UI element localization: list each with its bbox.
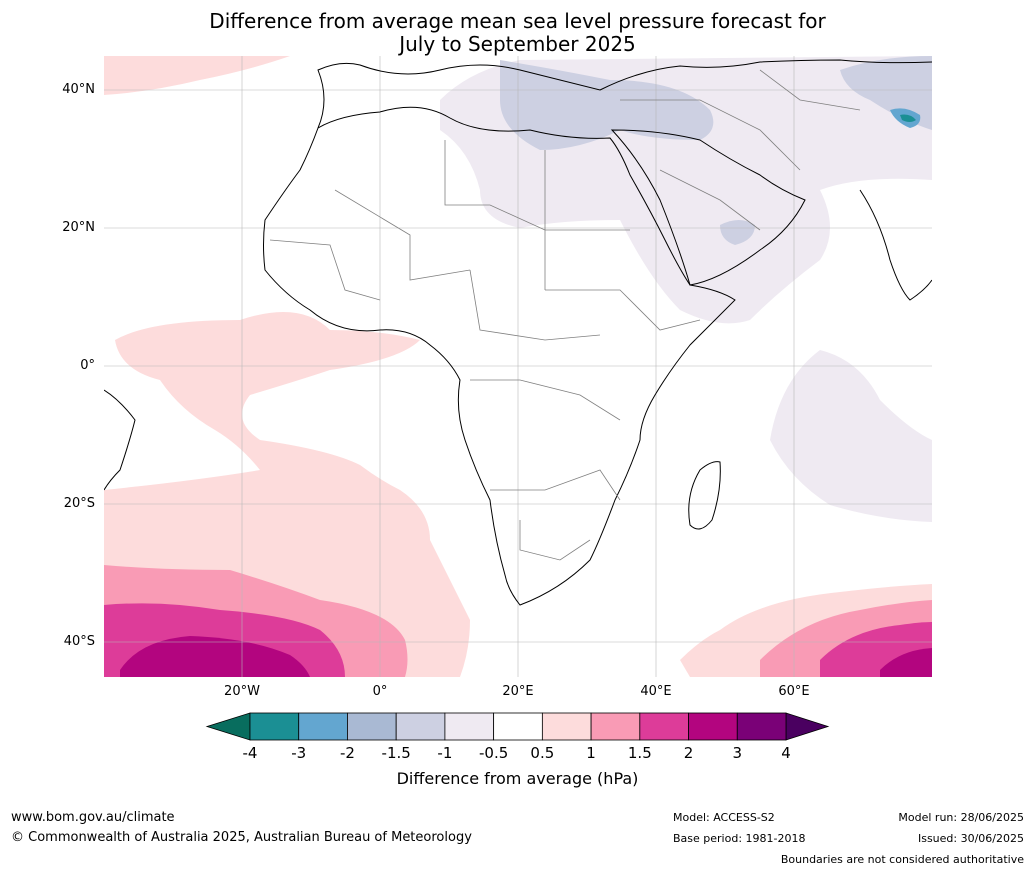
arabia-coastline (610, 129, 806, 286)
shading-arabia-1 (720, 220, 755, 245)
country-borders (269, 69, 861, 561)
colorbar-tick-label: -2 (339, 744, 355, 762)
colorbar-tick-label: -1 (437, 744, 453, 762)
shading-north-atlantic (104, 56, 290, 95)
map-title-line2: July to September 2025 (399, 32, 636, 56)
border-sahara-1 (334, 189, 471, 281)
lat-label-20s: 20°S (63, 496, 95, 511)
lon-label-60e: 60°E (778, 684, 810, 699)
border-central-asia (759, 69, 861, 111)
footer-model-run: Model run: 28/06/2025 (898, 811, 1024, 824)
lon-label-0: 0° (372, 684, 388, 699)
colorbar-tick-label: 2 (683, 744, 694, 762)
lon-label-40e: 40°E (640, 684, 672, 699)
footer-base-period: Base period: 1981-2018 (673, 832, 806, 845)
shading-southern-indian-3 (880, 648, 932, 677)
negative-anomaly-shading (440, 56, 932, 522)
graticule (104, 56, 932, 677)
lat-label-40n: 40°N (62, 82, 95, 97)
lon-label-20e: 20°E (502, 684, 534, 699)
europe-coastline (317, 59, 932, 129)
border-west-africa (269, 239, 381, 301)
border-arabia (659, 169, 761, 231)
lon-label-20w: 20°W (224, 684, 260, 699)
footer-model: Model: ACCESS-S2 (673, 811, 775, 824)
border-central-africa (469, 269, 601, 341)
lat-label-20n: 20°N (62, 220, 95, 235)
shading-south-atlantic-3 (120, 636, 310, 677)
africa-coastline (263, 106, 736, 606)
border-sudan (545, 289, 701, 331)
border-southern-africa-2 (519, 520, 591, 561)
colorbar-label: Difference from average (hPa) (396, 769, 639, 788)
colorbar-tick-label: 1.5 (627, 744, 652, 762)
border-turkey-iran (620, 99, 801, 171)
positive-anomaly-shading (104, 56, 932, 677)
footer-website[interactable]: www.bom.gov.au/climate (11, 810, 175, 825)
colorbar-tick-label: -1.5 (381, 744, 411, 762)
border-congo (470, 379, 621, 421)
footer-disclaimer: Boundaries are not considered authoritat… (780, 853, 1024, 866)
madagascar-coastline (688, 461, 721, 530)
colorbar-tick-label: -4 (242, 744, 258, 762)
lat-label-40s: 40°S (63, 634, 95, 649)
colorbar-tick-label: 0.5 (530, 744, 555, 762)
colorbar-tick-label: 4 (781, 744, 791, 762)
shading-himalaya-3 (900, 114, 916, 122)
coastlines (104, 59, 932, 606)
shading-mediterranean-1 (500, 60, 714, 150)
colorbar-tick-label: -0.5 (478, 744, 509, 762)
border-egypt-libya (544, 150, 630, 231)
colorbar-tick-label: 1 (586, 744, 596, 762)
lat-label-0: 0° (80, 358, 95, 373)
border-sahara-2 (444, 140, 546, 290)
shading-indian-ocean-0.5 (770, 350, 932, 522)
border-southern-africa-1 (490, 469, 621, 501)
colorbar-tick-label: -3 (291, 744, 307, 762)
colorbar-tick-label: 3 (732, 744, 743, 762)
footer-copyright: © Commonwealth of Australia 2025, Austra… (11, 830, 472, 845)
footer-issued: Issued: 30/06/2025 (917, 832, 1024, 845)
india-coastline (859, 189, 932, 301)
map-title-line1: Difference from average mean sea level p… (209, 9, 826, 33)
south-america-coastline (104, 389, 136, 491)
